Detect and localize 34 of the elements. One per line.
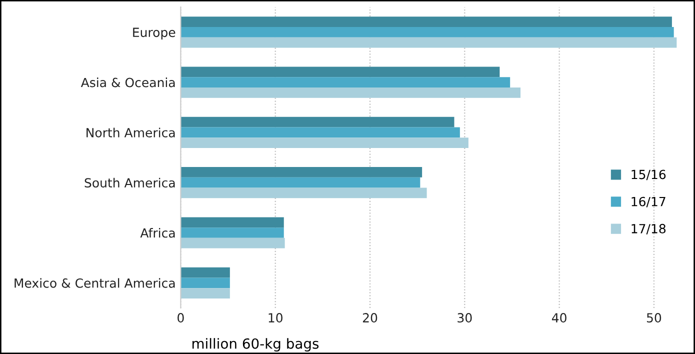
x-tick-label: 0 [178, 313, 184, 323]
bar [180, 26, 674, 38]
x-tick-label: 30 [458, 313, 472, 323]
bar [180, 87, 520, 98]
x-tick-label: 50 [646, 313, 662, 323]
y-tick-label: Europe [133, 28, 176, 40]
bar [180, 77, 510, 88]
x-tick-label: 40 [552, 313, 566, 323]
bar [180, 217, 284, 228]
bar [180, 37, 677, 48]
legend-label: 16/17 [632, 196, 666, 208]
bar [180, 66, 500, 78]
bar [180, 138, 468, 148]
x-tick-label: 20 [362, 313, 378, 323]
bar [180, 228, 284, 238]
bar [180, 188, 427, 198]
y-tick-label: Asia & Oceania [80, 78, 175, 88]
bar [180, 127, 460, 138]
bar [180, 116, 454, 128]
legend-label: 15/16 [632, 170, 666, 180]
y-tick-label: South America [84, 178, 175, 188]
bar [180, 238, 285, 248]
bar [180, 16, 672, 27]
x-axis-title: million 60-kg bags [192, 338, 319, 352]
x-tick-label: 10 [268, 313, 282, 323]
y-tick-label: North America [86, 128, 175, 138]
y-tick-label: Mexico & Central America [14, 278, 175, 288]
legend-label: 17/18 [632, 224, 666, 234]
bar [180, 177, 420, 188]
bar [180, 167, 422, 178]
bar [180, 278, 230, 288]
bar [180, 267, 230, 278]
y-tick-label: Africa [140, 228, 175, 238]
bar [180, 288, 230, 298]
